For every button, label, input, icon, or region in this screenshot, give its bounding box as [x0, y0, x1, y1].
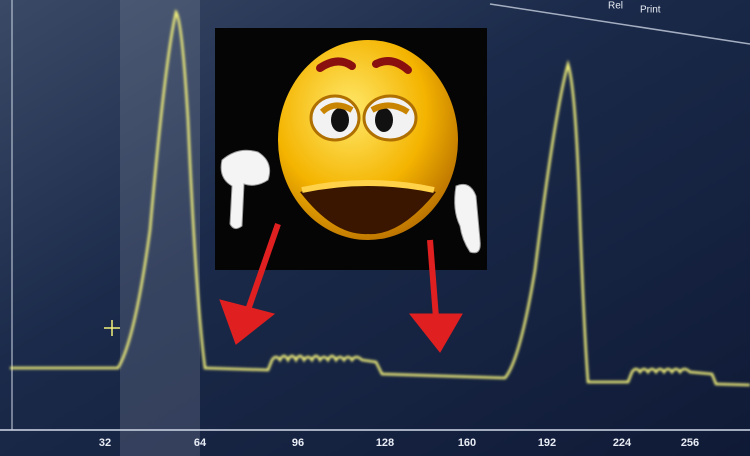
- arrow-head: [219, 299, 276, 345]
- arrows: [219, 223, 463, 353]
- emoji-brow: [372, 57, 412, 74]
- cursor: [104, 320, 120, 336]
- trace-line: [10, 9, 750, 387]
- arrow-shaft: [245, 223, 281, 311]
- emoji-hand: [454, 183, 481, 254]
- x-axis-label: 160: [458, 437, 476, 449]
- emoji-pupil: [331, 108, 349, 132]
- x-axis-label: 96: [292, 437, 304, 449]
- glare: [120, 0, 200, 456]
- trace: [10, 9, 750, 387]
- x-axis-label: 256: [681, 437, 699, 449]
- emoji-pupil: [375, 108, 393, 132]
- emoji-hand: [220, 149, 271, 230]
- x-axis-label: 192: [538, 437, 556, 449]
- x-axis-label: 64: [194, 437, 207, 449]
- emoji-lip: [301, 180, 435, 193]
- emoji-brow: [316, 57, 356, 72]
- menu-button[interactable]: Print: [640, 5, 661, 16]
- arrow-head: [408, 313, 463, 353]
- x-axis-labels: 32 64 96 128 160 192 224 256: [99, 437, 699, 449]
- x-axis-label: 128: [376, 437, 394, 449]
- arrow-shaft: [427, 239, 439, 319]
- emoji-picture: [215, 28, 487, 270]
- menu-button[interactable]: Rel: [608, 1, 623, 12]
- x-axis-label: 32: [99, 437, 111, 449]
- x-axis-label: 224: [613, 437, 632, 449]
- header-line: [489, 3, 750, 45]
- emoji-mouth: [300, 181, 436, 235]
- emoji-eyelid: [319, 102, 410, 115]
